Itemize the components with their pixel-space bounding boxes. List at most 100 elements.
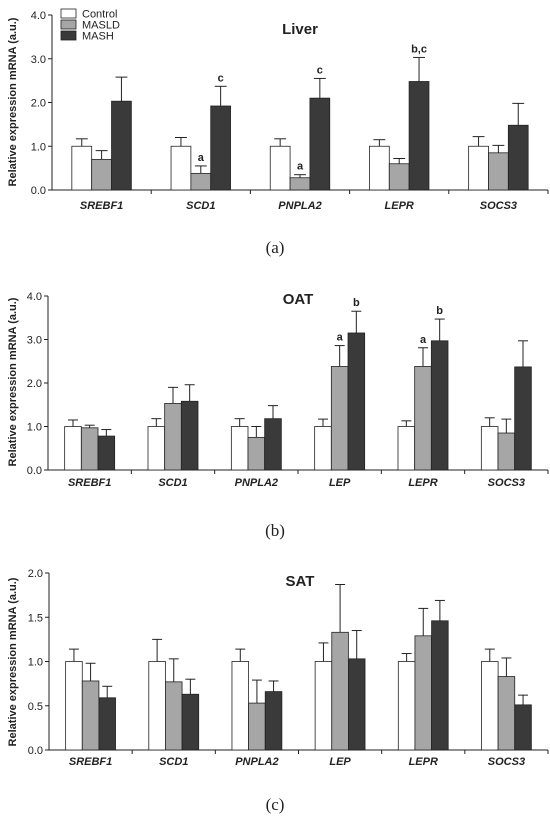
y-axis-label: Relative expression mRNA (a.u.): [7, 17, 19, 186]
bar-masld-lep: [330, 366, 349, 471]
legend-swatch-mash: [60, 30, 77, 41]
significance-label: a: [297, 161, 304, 173]
category-label-socs3: SOCS3: [480, 200, 517, 212]
bar-masld-scd1: [190, 172, 212, 191]
significance-label: b,c: [411, 43, 427, 55]
bar-control-pnpla2: [269, 145, 291, 191]
y-tick-label: 3.0: [27, 335, 42, 347]
y-tick-label: 0.5: [28, 701, 43, 713]
y-tick-label: 1.5: [28, 612, 43, 624]
chart-liver: 0.0 1.0 2.0 3.0 4.0 Relative expression mRNA …: [7, 8, 549, 257]
bar-control-pnpla2: [230, 426, 249, 471]
panel-caption: (b): [265, 521, 285, 540]
y-tick-label: 1.0: [28, 657, 43, 669]
bar-control-socs3: [480, 426, 499, 471]
bar-masld-scd1: [165, 681, 183, 751]
bar-mash-socs3: [514, 366, 532, 471]
bar-masld-pnpla2: [248, 702, 266, 751]
bar-masld-lepr: [414, 635, 432, 751]
bar-control-srebf1: [65, 661, 83, 751]
bar-mash-pnpla2: [264, 691, 283, 751]
category-label-srebf1: SREBF1: [80, 200, 123, 212]
significance-label: a: [337, 332, 344, 344]
bar-mash-srebf1: [97, 435, 116, 471]
y-tick-label: 2.0: [28, 568, 43, 580]
category-label-pnpla2: PNPLA2: [235, 477, 278, 489]
category-label-lepr: LEPR: [409, 756, 438, 768]
bar-masld-pnpla2: [247, 436, 266, 471]
y-tick-label: 1.0: [31, 141, 46, 153]
bar-masld-lep: [331, 631, 349, 751]
category-label-socs3: SOCS3: [488, 477, 525, 489]
y-tick-label: 4.0: [27, 291, 42, 303]
bar-control-lepr: [397, 661, 416, 751]
bar-mash-lep: [347, 658, 366, 751]
y-tick-label: 4.0: [31, 10, 46, 22]
category-label-pnpla2: PNPLA2: [278, 200, 321, 212]
significance-label: a: [198, 152, 205, 164]
bar-masld-lepr: [388, 163, 410, 191]
bar-masld-socs3: [497, 432, 516, 471]
category-label-srebf1: SREBF1: [68, 477, 111, 489]
significance-label: b: [353, 297, 360, 309]
category-label-scd1: SCD1: [186, 200, 215, 212]
significance-label: a: [420, 334, 427, 346]
bar-control-srebf1: [71, 145, 93, 191]
legend-label-mash: MASH: [82, 31, 114, 43]
category-label-socs3: SOCS3: [488, 756, 525, 768]
bar-mash-socs3: [507, 124, 529, 191]
y-tick-label: 0.0: [28, 745, 43, 757]
category-label-lepr: LEPR: [408, 477, 437, 489]
chart-title: SAT: [286, 573, 315, 590]
bar-masld-srebf1: [80, 427, 99, 471]
bar-masld-socs3: [497, 676, 516, 751]
significance-label: c: [218, 72, 224, 84]
bar-control-lep: [314, 661, 333, 751]
bar-mash-lepr: [408, 81, 430, 191]
bar-masld-pnpla2: [289, 177, 311, 191]
significance-label: b: [436, 305, 443, 317]
y-tick-label: 2.0: [27, 378, 42, 390]
y-axis-label: Relative expression mRNA (a.u.): [7, 297, 19, 466]
bar-control-srebf1: [64, 426, 82, 471]
panel-caption: (a): [266, 238, 285, 257]
chart-sat: 0.0 0.5 1.0 1.5 2.0 Relative expression mRNA …: [7, 568, 549, 814]
bar-mash-scd1: [210, 105, 231, 191]
y-tick-label: 2.0: [31, 98, 46, 110]
bar-control-lep: [314, 426, 332, 471]
legend-label-control: Control: [82, 9, 117, 21]
bar-mash-scd1: [180, 400, 199, 471]
bar-mash-lep: [347, 332, 366, 471]
y-tick-label: 1.0: [27, 422, 42, 434]
bar-masld-srebf1: [91, 158, 112, 191]
category-label-lepr: LEPR: [385, 200, 414, 212]
bar-mash-srebf1: [111, 100, 132, 191]
bar-mash-lepr: [431, 620, 449, 751]
bar-masld-scd1: [164, 403, 182, 471]
bar-control-lepr: [369, 145, 390, 191]
panel-caption: (c): [266, 795, 285, 814]
bar-control-scd1: [147, 426, 166, 471]
bar-mash-lepr: [430, 340, 449, 471]
y-tick-label: 0.0: [31, 185, 46, 197]
bar-mash-scd1: [181, 693, 200, 751]
legend-swatch-masld: [60, 19, 77, 30]
bar-control-scd1: [170, 145, 192, 191]
chart-oat: 0.0 1.0 2.0 3.0 4.0 Relative expression mRNA …: [7, 291, 549, 540]
category-label-scd1: SCD1: [158, 477, 187, 489]
bar-control-lepr: [397, 426, 416, 471]
bar-control-pnpla2: [231, 661, 249, 751]
significance-label: c: [317, 64, 323, 76]
category-label-lep: LEP: [329, 477, 351, 489]
legend-swatch-control: [60, 8, 77, 19]
bar-mash-pnpla2: [309, 97, 331, 191]
bar-control-socs3: [481, 661, 499, 751]
bar-mash-socs3: [514, 704, 532, 751]
category-label-scd1: SCD1: [159, 756, 188, 768]
bar-masld-srebf1: [81, 680, 100, 751]
category-label-lep: LEP: [329, 756, 351, 768]
y-tick-label: 3.0: [31, 54, 46, 66]
bar-control-socs3: [468, 145, 489, 191]
y-tick-label: 0.0: [27, 465, 42, 477]
